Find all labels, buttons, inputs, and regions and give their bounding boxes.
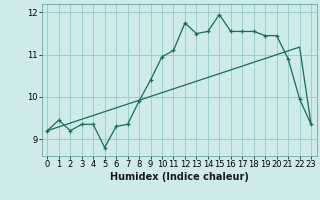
X-axis label: Humidex (Indice chaleur): Humidex (Indice chaleur) xyxy=(110,172,249,182)
